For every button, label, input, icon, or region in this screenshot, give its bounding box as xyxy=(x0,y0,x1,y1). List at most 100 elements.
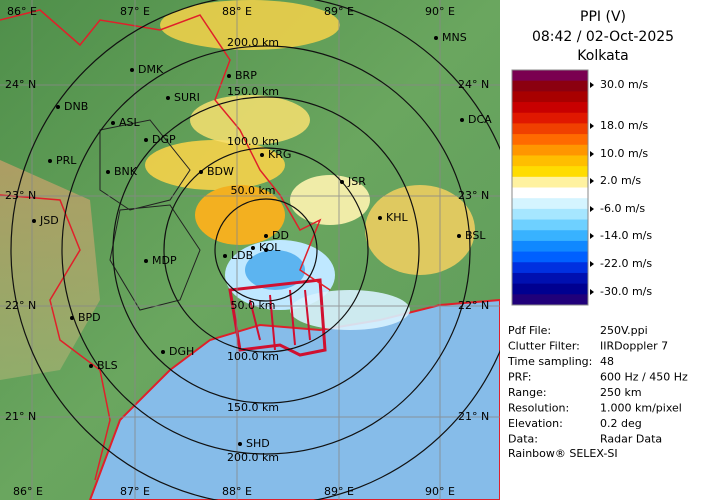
station-dot xyxy=(56,105,60,109)
station-dot xyxy=(106,170,110,174)
station-dot xyxy=(144,138,148,142)
station-label: KHL xyxy=(386,211,408,224)
scale-label: -22.0 m/s xyxy=(600,257,652,270)
station-dot xyxy=(238,442,242,446)
scale-label: 30.0 m/s xyxy=(600,78,648,91)
scale-swatch xyxy=(512,198,588,210)
station-label: BDW xyxy=(207,165,234,178)
border xyxy=(0,194,111,481)
info-value: 0.2 deg xyxy=(600,417,642,430)
station-label: MNS xyxy=(442,31,467,44)
scale-label: 18.0 m/s xyxy=(600,119,648,132)
station-label: MDP xyxy=(152,254,177,267)
graticule xyxy=(0,0,500,500)
station-label: DCA xyxy=(468,113,492,126)
scale-arrow xyxy=(590,151,594,157)
station-label: KRG xyxy=(268,148,291,161)
lat-label: 22° N xyxy=(5,299,36,312)
lon-label: 89° E xyxy=(324,5,354,18)
info-key: Time sampling: xyxy=(507,355,592,368)
district-border xyxy=(99,119,201,311)
station-label: BRP xyxy=(235,69,257,82)
lat-label: 21° N xyxy=(458,410,489,423)
info-key: Elevation: xyxy=(508,417,563,430)
station-label: ASL xyxy=(119,116,141,129)
station-dot xyxy=(260,153,264,157)
station-dot xyxy=(434,36,438,40)
info-key: Clutter Filter: xyxy=(508,340,580,353)
panel-time: 08:42 / 02-Oct-2025 xyxy=(532,29,674,45)
station-dot xyxy=(264,234,268,238)
range-label: 150.0 km xyxy=(227,85,279,98)
station-dot xyxy=(130,68,134,72)
lon-label: 88° E xyxy=(222,485,252,498)
info-table: Pdf File: 250V.ppi Clutter Filter: IIRDoppl… xyxy=(507,324,688,446)
panel-site: Kolkata xyxy=(577,48,628,64)
scale-arrow xyxy=(590,261,594,267)
station-label: KOL xyxy=(259,241,281,254)
range-label: 200.0 km xyxy=(227,36,279,49)
station-label: DGH xyxy=(169,345,194,358)
scale-swatch xyxy=(512,272,588,285)
station-dot xyxy=(227,74,231,78)
station-dot xyxy=(161,350,165,354)
hills xyxy=(0,160,100,380)
scale-swatch xyxy=(512,176,588,188)
info-value: IIRDoppler 7 xyxy=(600,340,668,353)
scale-swatch xyxy=(512,112,588,124)
scale-swatch xyxy=(512,144,588,156)
scale-swatch xyxy=(512,102,588,114)
info-value: Radar Data xyxy=(600,433,662,446)
station-label: BSL xyxy=(465,229,486,242)
station-dot xyxy=(457,234,461,238)
station-dot xyxy=(70,316,74,320)
station-label: DD xyxy=(272,229,289,242)
station-dot xyxy=(199,170,203,174)
scale-swatch xyxy=(512,80,588,92)
info-key: Pdf File: xyxy=(508,324,551,337)
station-dot xyxy=(144,259,148,263)
scale-label: 10.0 m/s xyxy=(600,147,648,160)
scale-swatch xyxy=(512,70,588,82)
lon-label: 86° E xyxy=(13,485,43,498)
station-dot xyxy=(89,364,93,368)
lon-label: 88° E xyxy=(222,5,252,18)
lon-label: 90° E xyxy=(425,485,455,498)
info-value: 48 xyxy=(600,355,614,368)
info-value: 600 Hz / 450 Hz xyxy=(600,371,688,384)
station-dot xyxy=(251,246,255,250)
lat-label: 24° N xyxy=(5,78,36,91)
range-label: 100.0 km xyxy=(227,350,279,363)
lon-label: 86° E xyxy=(7,5,37,18)
station-label: PRL xyxy=(56,154,77,167)
map xyxy=(0,0,522,500)
range-label: 50.0 km xyxy=(230,299,275,312)
footer: Rainbow® SELEX-SI xyxy=(508,447,618,460)
lat-label: 22° N xyxy=(458,299,489,312)
lon-label: 90° E xyxy=(425,5,455,18)
scale-swatch xyxy=(512,219,588,231)
scale-arrow xyxy=(590,178,594,184)
lon-label: 87° E xyxy=(120,485,150,498)
station-label: BLS xyxy=(97,359,118,372)
radar-site xyxy=(264,248,268,252)
scale-swatch xyxy=(512,230,588,242)
scale-swatch xyxy=(512,155,588,167)
panel-title: PPI (V) xyxy=(580,9,626,25)
scale-label: -14.0 m/s xyxy=(600,229,652,242)
range-label: 200.0 km xyxy=(227,451,279,464)
station-label: JSD xyxy=(39,214,59,227)
station-label: JSR xyxy=(347,175,366,188)
border xyxy=(0,9,331,291)
scale-arrow xyxy=(590,82,594,88)
info-value: 250 km xyxy=(600,386,642,399)
lon-label: 87° E xyxy=(120,5,150,18)
station-label: SHD xyxy=(246,437,270,450)
map-labels: 86° E 87° E 88° E 89° E 90° E 86° E 87° … xyxy=(5,5,492,498)
station-label: BPD xyxy=(78,311,101,324)
lat-label: 24° N xyxy=(458,78,489,91)
scale-swatch xyxy=(512,123,588,135)
scale-arrow xyxy=(590,233,594,239)
scale-swatch xyxy=(512,240,588,253)
